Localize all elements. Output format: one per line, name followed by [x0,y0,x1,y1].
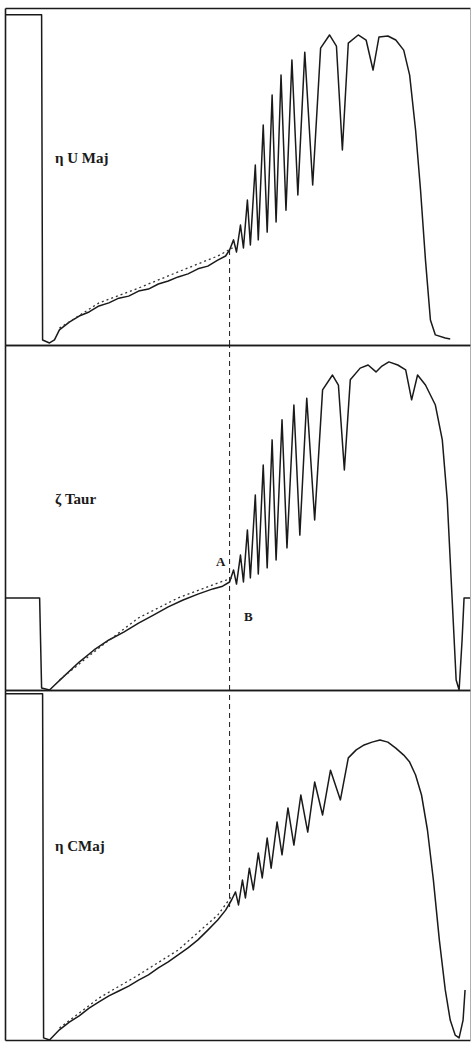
x-axis [6,690,471,691]
plot-area [5,345,470,690]
spectrum-trace [5,362,470,690]
x-axis-top-line [6,690,471,692]
y-axis-right [470,9,471,346]
balmer-jump-line [229,250,230,345]
labels: ζ Taur A B [55,491,253,624]
plot-area [5,690,465,1040]
x-axis-top [6,345,471,346]
figure: η U Maj ζ Taur A Bη CMaj [0,0,475,1044]
annotation: A [216,554,226,569]
x-axis-line [6,690,471,692]
y-axis [5,691,6,1041]
x-axis-top-line [6,345,471,347]
y-axis [5,346,6,691]
plot-area [5,15,450,345]
y-axis-right-line [470,691,471,1041]
x-axis [6,1040,471,1041]
annotation: B [244,609,253,624]
labels: η CMaj [55,838,105,854]
x-axis-top-line [6,8,471,10]
panel: η CMaj [5,690,471,1041]
y-axis-line [5,346,7,691]
y-axis-right-line [470,346,471,691]
y-axis-line [5,9,7,346]
x-axis-line [6,1040,471,1042]
panel-title: η U Maj [55,150,109,166]
panel-title: ζ Taur [55,491,96,507]
panel: ζ Taur A B [5,345,471,691]
x-axis [6,345,471,346]
y-axis-right [470,346,471,691]
continuum-fit [59,578,232,680]
continuum-fit [59,248,232,328]
y-axis-line [5,691,7,1041]
y-axis [5,9,6,346]
background [0,0,475,1044]
x-axis-top [6,8,471,9]
y-axis-right-line [470,9,471,346]
labels: η U Maj [55,150,109,166]
y-axis-right [470,691,471,1041]
x-axis-line [6,345,471,347]
panel-title: η CMaj [55,838,105,854]
balmer-jump-line [229,345,230,690]
spectrum-trace [5,15,450,343]
spectrum-trace [5,694,465,1040]
balmer-jump-line [229,690,230,907]
panel: η U Maj [5,9,471,346]
x-axis-top [6,690,471,691]
continuum-fit [59,895,232,1028]
